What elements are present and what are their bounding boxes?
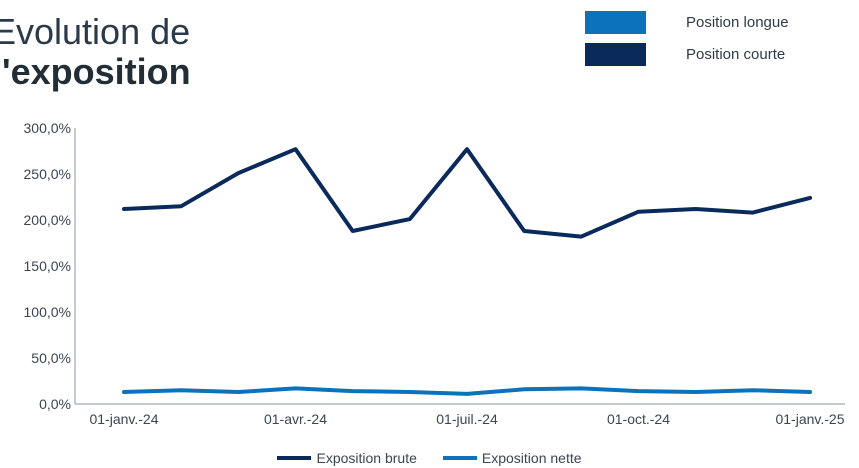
position-longue-swatch bbox=[585, 10, 646, 34]
legend-item-position-longue: Position longue bbox=[585, 10, 789, 34]
x-tick-label: 01-avr.-24 bbox=[264, 411, 327, 427]
y-tick-label: 200,0% bbox=[24, 212, 71, 228]
y-tick-label: 300,0% bbox=[24, 120, 71, 136]
y-tick-label: 250,0% bbox=[24, 166, 71, 182]
x-tick-label: 01-juil.-24 bbox=[436, 411, 498, 427]
position-longue-label: Position longue bbox=[686, 13, 789, 31]
position-legend: Position longue Position courte bbox=[585, 10, 789, 74]
x-tick-label: 01-janv.-25 bbox=[775, 411, 844, 427]
x-tick-label: 01-oct.-24 bbox=[607, 411, 670, 427]
series-line-exposition-nette bbox=[122, 386, 812, 396]
y-tick-label: 150,0% bbox=[24, 258, 71, 274]
position-courte-label: Position courte bbox=[686, 45, 786, 63]
exposition-nette-legend-line bbox=[442, 456, 477, 460]
y-tick-label: 100,0% bbox=[24, 304, 71, 320]
chart-title-line1: Evolution de bbox=[0, 11, 191, 52]
position-courte-swatch bbox=[585, 42, 646, 66]
chart-title-line2: l'exposition bbox=[0, 51, 191, 92]
legend-item-exposition-nette: Exposition nette bbox=[442, 450, 582, 466]
exposition-brute-legend-line bbox=[277, 456, 312, 460]
x-tick-label: 01-janv.-24 bbox=[89, 411, 158, 427]
legend-item-exposition-brute: Exposition brute bbox=[277, 450, 417, 466]
series-line-exposition-brute bbox=[122, 147, 812, 239]
series-legend: Exposition brute Exposition nette bbox=[0, 450, 859, 466]
y-tick-label: 50,0% bbox=[31, 350, 71, 366]
exposition-brute-legend-label: Exposition brute bbox=[316, 450, 417, 466]
exposition-nette-legend-label: Exposition nette bbox=[481, 450, 582, 466]
legend-item-position-courte: Position courte bbox=[585, 42, 789, 66]
chart-title: Evolution de l'exposition bbox=[0, 14, 191, 90]
y-tick-label: 0,0% bbox=[39, 396, 71, 412]
